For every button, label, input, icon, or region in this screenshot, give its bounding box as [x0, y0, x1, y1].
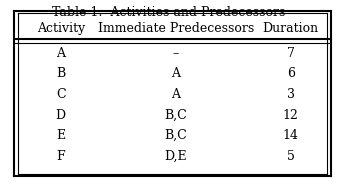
Text: 6: 6: [287, 67, 295, 80]
Text: Immediate Predecessors: Immediate Predecessors: [98, 22, 254, 36]
Text: 7: 7: [287, 47, 295, 60]
Text: Table 1:  Activities and Predecessors: Table 1: Activities and Predecessors: [52, 6, 286, 19]
Text: F: F: [56, 150, 65, 163]
Text: Activity: Activity: [37, 22, 85, 36]
Text: A: A: [56, 47, 65, 60]
Text: Duration: Duration: [263, 22, 319, 36]
Text: B: B: [56, 67, 66, 80]
Text: E: E: [56, 129, 65, 142]
Text: 14: 14: [283, 129, 299, 142]
Text: D,E: D,E: [165, 150, 187, 163]
Text: –: –: [173, 47, 179, 60]
Text: A: A: [171, 88, 180, 101]
Text: A: A: [171, 67, 180, 80]
Text: D: D: [56, 108, 66, 122]
Text: C: C: [56, 88, 66, 101]
Text: B,C: B,C: [164, 129, 187, 142]
Text: 12: 12: [283, 108, 298, 122]
Text: 3: 3: [287, 88, 295, 101]
Text: B,C: B,C: [164, 108, 187, 122]
Text: 5: 5: [287, 150, 295, 163]
